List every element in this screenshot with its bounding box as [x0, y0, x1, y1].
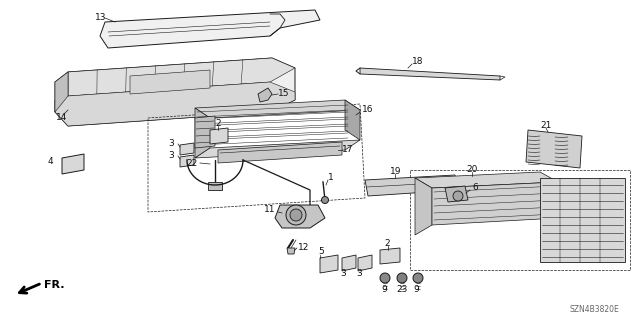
Text: 14: 14	[56, 114, 67, 123]
Text: 11: 11	[264, 205, 275, 214]
Text: FR.: FR.	[44, 280, 65, 290]
Text: 3: 3	[168, 150, 173, 159]
Circle shape	[321, 196, 328, 204]
Polygon shape	[68, 58, 295, 96]
Circle shape	[380, 273, 390, 283]
Polygon shape	[100, 10, 320, 48]
Polygon shape	[432, 182, 558, 225]
Polygon shape	[358, 255, 372, 271]
Circle shape	[286, 205, 306, 225]
Polygon shape	[208, 182, 222, 190]
Polygon shape	[195, 108, 210, 158]
Text: 17: 17	[342, 146, 353, 155]
Polygon shape	[345, 100, 360, 140]
Polygon shape	[55, 72, 68, 112]
Text: 3: 3	[340, 268, 346, 277]
Text: SZN4B3820E: SZN4B3820E	[570, 305, 620, 314]
Polygon shape	[195, 140, 360, 158]
Polygon shape	[320, 255, 338, 273]
Text: 19: 19	[390, 167, 401, 177]
Polygon shape	[195, 100, 360, 118]
Polygon shape	[360, 68, 500, 80]
Text: 20: 20	[466, 164, 477, 173]
Text: 2: 2	[215, 119, 221, 129]
Polygon shape	[195, 116, 215, 148]
Polygon shape	[342, 255, 356, 271]
Text: 3: 3	[168, 139, 173, 148]
Text: 18: 18	[412, 58, 424, 67]
Text: 22: 22	[186, 158, 197, 167]
Text: 12: 12	[298, 243, 309, 252]
Text: 13: 13	[95, 12, 106, 21]
Polygon shape	[62, 154, 84, 174]
Polygon shape	[445, 186, 468, 202]
Polygon shape	[210, 128, 228, 144]
Text: 23: 23	[396, 285, 408, 294]
Polygon shape	[365, 175, 458, 196]
Polygon shape	[415, 172, 558, 188]
Text: 2: 2	[384, 239, 390, 249]
Polygon shape	[130, 70, 210, 94]
Polygon shape	[526, 130, 582, 168]
Text: 4: 4	[48, 157, 54, 166]
Text: 16: 16	[362, 106, 374, 115]
Text: 15: 15	[278, 90, 289, 99]
Circle shape	[413, 273, 423, 283]
Polygon shape	[287, 248, 295, 254]
Polygon shape	[303, 205, 317, 213]
Text: 21: 21	[540, 122, 552, 131]
Polygon shape	[55, 58, 295, 126]
Polygon shape	[55, 82, 295, 126]
Text: 9: 9	[381, 285, 387, 294]
Polygon shape	[275, 205, 325, 228]
Circle shape	[397, 273, 407, 283]
Text: 3: 3	[356, 268, 362, 277]
Text: 5: 5	[318, 247, 324, 257]
Circle shape	[453, 191, 463, 201]
Text: 6: 6	[472, 183, 477, 193]
Polygon shape	[180, 155, 194, 167]
Text: 9: 9	[413, 285, 419, 294]
Circle shape	[290, 209, 302, 221]
Polygon shape	[380, 248, 400, 264]
Polygon shape	[415, 178, 432, 235]
Polygon shape	[218, 142, 342, 163]
Polygon shape	[540, 178, 625, 262]
Polygon shape	[258, 88, 272, 102]
Polygon shape	[180, 143, 194, 155]
Text: 1: 1	[328, 173, 333, 182]
